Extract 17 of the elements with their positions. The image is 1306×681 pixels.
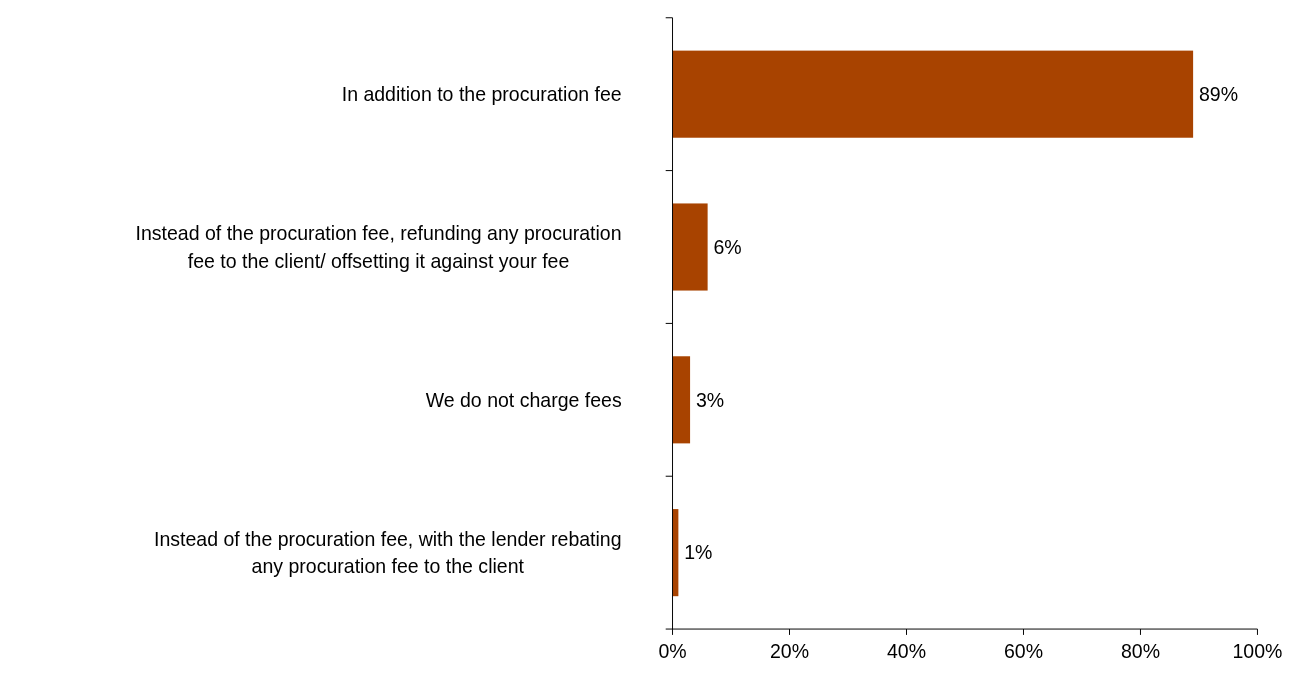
- x-tick-label: 0%: [658, 640, 687, 663]
- x-tick-label: 20%: [769, 640, 810, 663]
- data-label: 3%: [695, 388, 725, 411]
- x-tick-label: 60%: [1003, 640, 1044, 663]
- bar: [672, 356, 691, 444]
- y-tick-label: We do not charge fees: [425, 388, 622, 411]
- bar: [672, 203, 708, 291]
- bar: [672, 50, 1194, 138]
- y-tick-label: In addition to the procuration fee: [341, 83, 622, 106]
- x-tick-label: 80%: [1120, 640, 1160, 663]
- y-tick-label: Instead of the procuration fee, refunding any procuration fee to the client/ offsetting it against your fee: [135, 222, 622, 272]
- data-label: 89%: [1198, 83, 1239, 106]
- x-tick-label: 100%: [1232, 640, 1283, 663]
- data-label: 6%: [713, 235, 742, 258]
- y-tick-label: Instead of the procuration fee, with the lender rebating any procuration fee to the client: [153, 527, 622, 578]
- data-label: 1%: [684, 541, 713, 564]
- x-tick-label: 40%: [886, 640, 927, 663]
